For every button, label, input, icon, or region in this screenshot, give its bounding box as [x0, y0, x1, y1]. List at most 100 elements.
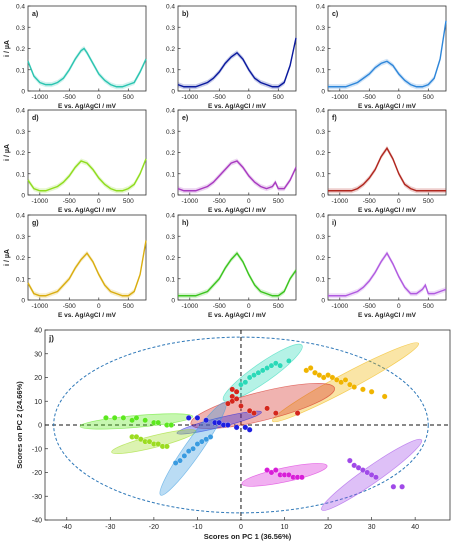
x-tick-label: -1000: [181, 303, 198, 310]
x-tick-label: -1000: [31, 94, 48, 101]
score-point: [351, 384, 358, 390]
score-point: [346, 457, 353, 464]
series-band: [178, 250, 296, 299]
score-point: [142, 417, 149, 424]
panel-label: g): [32, 220, 39, 227]
score-point: [325, 372, 331, 378]
x-tick-label: 0: [397, 303, 401, 310]
x-tick-label: 0: [97, 94, 101, 101]
score-point: [164, 443, 170, 450]
series-line: [177, 37, 297, 88]
score-point: [368, 472, 375, 478]
score-point: [203, 436, 209, 443]
score-point: [233, 424, 240, 431]
voltammogram-panel-h: 0 0.1 0.2 0.3 0.4 -1000 -500 0 500 h) E vs. Ag/AgC…: [166, 213, 297, 319]
score-point: [268, 362, 275, 369]
series-band: [178, 35, 296, 90]
plot-frame: [327, 5, 447, 92]
score-point: [333, 377, 340, 383]
panel-label: d): [32, 115, 39, 122]
x-axis-label: E vs. Ag/AgCl / mV: [58, 103, 117, 110]
score-point: [194, 441, 201, 447]
y-tick-label: 0.3: [166, 234, 175, 241]
score-point: [329, 374, 336, 381]
score-point: [185, 415, 192, 421]
score-point: [203, 417, 209, 424]
score-point: [255, 369, 262, 376]
score-point: [181, 453, 188, 459]
score-point: [399, 483, 405, 490]
x-tick-label: -1000: [181, 94, 198, 101]
y-tick-label: 0.1: [16, 67, 25, 74]
panel-label: i): [332, 220, 336, 227]
score-point: [342, 377, 349, 383]
score-point: [238, 403, 244, 409]
y-tick-label: 0.2: [316, 150, 325, 157]
x-axis-label: E vs. Ag/AgCl / mV: [358, 207, 417, 214]
score-point: [246, 374, 253, 381]
y-tick-label: 0.3: [166, 25, 175, 32]
x-tick-label: 500: [123, 303, 134, 310]
score-point: [360, 386, 366, 393]
y-tick-label: 0.2: [166, 150, 175, 157]
y-tick-label: 10: [34, 399, 42, 406]
y-axis-label: i / µA: [4, 144, 11, 161]
plot-frame: [27, 109, 147, 196]
x-tick-label: 0: [247, 94, 251, 101]
score-point: [251, 372, 257, 378]
score-point: [216, 419, 223, 426]
y-tick-label: 0.3: [166, 129, 175, 136]
score-point: [177, 457, 183, 464]
x-tick-label: -30: [105, 524, 115, 531]
plot-frame: [27, 214, 147, 301]
voltammogram-panel-b: 0 0.1 0.2 0.3 0.4 -1000 -500 0 500 b) E vs. Ag/AgC…: [166, 4, 297, 110]
x-tick-label: 0: [247, 303, 251, 310]
score-point: [185, 448, 192, 454]
y-tick-label: 0.2: [16, 150, 25, 157]
score-point: [251, 410, 257, 416]
score-point: [368, 388, 375, 395]
series-band: [328, 145, 446, 194]
plot-frame: [177, 109, 297, 196]
score-point: [303, 367, 310, 374]
x-tick-label: 0: [97, 303, 101, 310]
y-tick-label: 0.4: [316, 108, 325, 115]
y-axis-label: i / µA: [4, 40, 11, 57]
y-tick-label: -40: [32, 518, 42, 525]
score-point: [390, 483, 397, 490]
score-point: [307, 365, 314, 371]
panel-label: b): [182, 11, 189, 18]
score-point: [120, 415, 127, 421]
x-tick-label: 10: [281, 524, 289, 531]
x-tick-label: -500: [63, 198, 76, 205]
score-point: [111, 415, 118, 421]
panel-label: e): [182, 115, 188, 122]
y-tick-label: 0.3: [16, 25, 25, 32]
x-tick-label: -500: [363, 198, 376, 205]
x-tick-label: 500: [273, 198, 284, 205]
score-point: [146, 438, 153, 445]
score-point: [272, 360, 279, 367]
x-tick-label: -40: [62, 524, 72, 531]
score-point: [351, 462, 358, 469]
x-tick-label: -500: [363, 94, 376, 101]
x-tick-label: 0: [97, 198, 101, 205]
y-tick-label: 0.1: [316, 67, 325, 74]
score-point: [355, 464, 362, 471]
y-tick-label: 0.3: [16, 129, 25, 136]
score-point: [294, 410, 301, 416]
panel-label: j): [48, 334, 54, 343]
series-line: [328, 20, 447, 88]
y-tick-label: 0: [321, 89, 325, 96]
x-tick-label: -500: [63, 303, 76, 310]
y-tick-label: 0.2: [16, 46, 25, 53]
x-axis-label: E vs. Ag/AgCl / mV: [358, 312, 417, 319]
y-axis-label: Scores on PC 2 (24.66%): [15, 381, 24, 469]
x-tick-label: -1000: [331, 94, 348, 101]
score-point: [155, 441, 162, 447]
x-axis-label: E vs. Ag/AgCl / mV: [358, 103, 417, 110]
series-line: [328, 146, 446, 192]
voltammogram-panel-a: 0 0.1 0.2 0.3 0.4 -1000 -500 0 500 a) i / µA E vs. …: [4, 4, 147, 110]
score-point: [242, 424, 249, 431]
